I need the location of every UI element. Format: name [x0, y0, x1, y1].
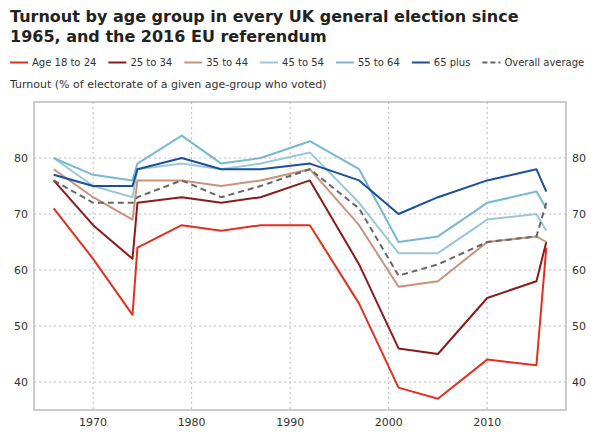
legend-swatch	[482, 62, 500, 64]
series-line	[54, 158, 547, 214]
legend-swatch	[412, 62, 430, 64]
y-grid-line	[34, 326, 566, 327]
legend-swatch	[10, 62, 28, 64]
y-tick-label: 80	[14, 152, 28, 165]
y2-tick-label: 50	[572, 320, 586, 333]
x-tick-label: 1980	[178, 416, 206, 429]
series-line	[54, 180, 547, 354]
x-grid-line	[93, 102, 94, 410]
legend-swatch	[184, 62, 202, 64]
legend-item: 45 to 54	[260, 57, 324, 68]
x-grid-line	[191, 102, 192, 410]
y-tick-label: 50	[14, 320, 28, 333]
axes: 40 50 60 70 80 40 50 60 70 80 1970 1980 1990 2000 2010	[14, 152, 586, 429]
y-grid-line	[34, 270, 566, 271]
legend-item: Overall average	[482, 57, 584, 68]
title-line: Turnout by age group in every UK general…	[10, 7, 519, 26]
x-grid-line	[487, 102, 488, 410]
y-tick-label: 40	[14, 376, 28, 389]
legend-label: Overall average	[504, 57, 584, 68]
y-axis-label: Turnout (% of electorate of a given age-…	[9, 78, 327, 91]
legend-label: Age 18 to 24	[32, 57, 96, 68]
series-line	[54, 152, 547, 253]
legend-item: 65 plus	[412, 57, 471, 68]
chart: Turnout by age group in every UK general…	[0, 0, 600, 438]
y2-tick-label: 70	[572, 208, 586, 221]
legend-label: 45 to 54	[282, 57, 324, 68]
series-line	[54, 136, 547, 242]
series-line	[54, 208, 547, 398]
legend-item: 55 to 64	[336, 57, 400, 68]
plot-area	[54, 136, 547, 399]
series-line	[54, 169, 547, 275]
legend-item: 35 to 44	[184, 57, 248, 68]
y2-tick-label: 40	[572, 376, 586, 389]
title: Turnout by age group in every UK general…	[10, 7, 519, 46]
x-tick-label: 1990	[276, 416, 304, 429]
legend-label: 25 to 34	[130, 57, 172, 68]
legend-label: 65 plus	[434, 57, 471, 68]
legend-label: 35 to 44	[206, 57, 248, 68]
x-tick-label: 1970	[79, 416, 107, 429]
y-grid-line	[34, 158, 566, 159]
legend-swatch	[260, 62, 278, 64]
legend-swatch	[336, 62, 354, 64]
legend-swatch	[108, 62, 126, 64]
legend-label: 55 to 64	[358, 57, 400, 68]
y-grid-line	[34, 214, 566, 215]
title-line: 1965, and the 2016 EU referendum	[10, 27, 327, 46]
y-tick-label: 70	[14, 208, 28, 221]
x-tick-label: 2010	[473, 416, 501, 429]
x-tick-label: 2000	[375, 416, 403, 429]
y2-tick-label: 60	[572, 264, 586, 277]
legend-item: 25 to 34	[108, 57, 172, 68]
legend-item: Age 18 to 24	[10, 57, 96, 68]
legend: Age 18 to 24 25 to 34 35 to 44 45 to 54 55 t…	[10, 57, 584, 68]
plot-frame	[34, 102, 566, 410]
grid	[34, 102, 566, 410]
y-grid-line	[34, 382, 566, 383]
y-tick-label: 60	[14, 264, 28, 277]
y2-tick-label: 80	[572, 152, 586, 165]
